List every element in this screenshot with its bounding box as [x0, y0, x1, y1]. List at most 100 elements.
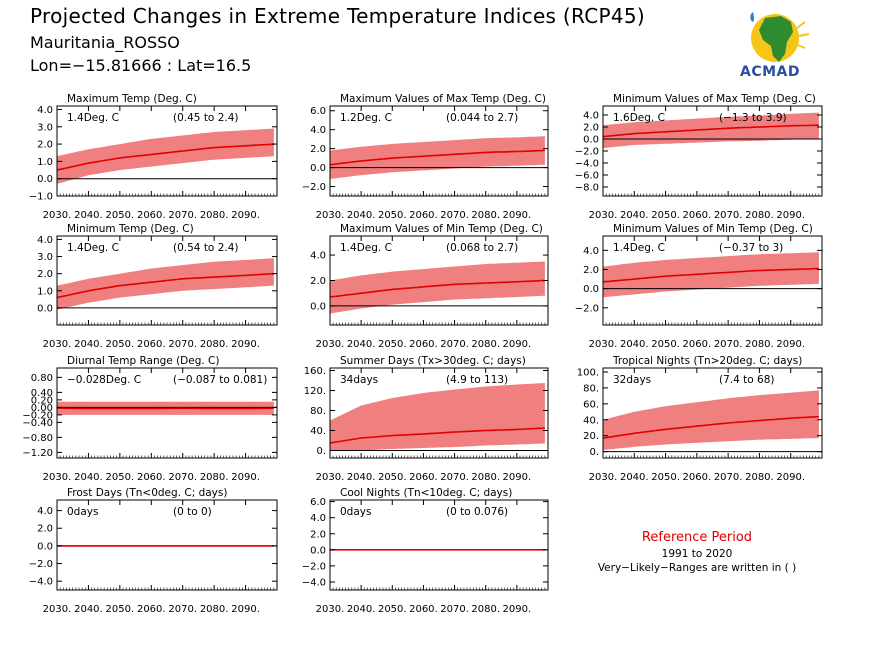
x-tick-label: 2080. — [745, 339, 774, 350]
y-tick-label: 0.0 — [310, 163, 326, 174]
change-label: 0days — [67, 506, 98, 518]
y-tick-label: 120. — [304, 386, 326, 397]
x-tick-label: 2050. — [651, 210, 680, 221]
change-label: 1.4Deg. C — [340, 242, 392, 254]
x-tick-label: 2070. — [168, 472, 197, 483]
x-tick-label: 2050. — [378, 210, 407, 221]
y-tick-label: 0.40 — [31, 388, 53, 399]
y-tick-label: 60. — [583, 399, 599, 410]
x-tick-label: 2030. — [589, 210, 618, 221]
x-tick-label: 2080. — [200, 210, 229, 221]
likely-range-band — [603, 252, 819, 298]
x-tick-label: 2080. — [200, 604, 229, 615]
y-tick-label: 20. — [583, 431, 599, 442]
chart-title: Cool Nights (Tn<10deg. C; days) — [340, 487, 512, 499]
x-tick-label: 2050. — [378, 604, 407, 615]
chart-panel: 0.0 2.0 4.0 2030. 2040. 2050. 2060. 2070. 2080. 2… — [310, 223, 549, 350]
y-tick-label: −4.0 — [575, 159, 599, 170]
chart-panel: −8.0−6.0−4.0−2.00.02.04.0 2030. 2040. 2050.… — [575, 93, 823, 221]
range-label: (0 to 0) — [173, 506, 212, 518]
legend-period: 1991 to 2020 — [661, 548, 733, 560]
y-tick-label: −0.40 — [22, 418, 53, 429]
x-tick-label: 2070. — [440, 210, 469, 221]
x-tick-label: 2060. — [137, 604, 166, 615]
y-tick-label: 40. — [310, 426, 326, 437]
x-tick-label: 2050. — [378, 472, 407, 483]
y-tick-label: 4.0 — [310, 513, 326, 524]
chart-title: Diurnal Temp Range (Deg. C) — [67, 355, 219, 367]
change-label: 1.4Deg. C — [67, 242, 119, 254]
x-tick-label: 2050. — [106, 472, 135, 483]
x-tick-label: 2040. — [347, 210, 376, 221]
chart-title: Frost Days (Tn<0deg. C; days) — [67, 487, 227, 499]
x-tick-label: 2070. — [168, 339, 197, 350]
station-coordinates: Lon=−15.81666 : Lat=16.5 — [30, 56, 252, 75]
y-tick-label: 0.0 — [37, 174, 53, 185]
y-tick-label: −0.20 — [22, 410, 53, 421]
water-drop-icon — [750, 12, 754, 22]
x-tick-label: 2090. — [503, 210, 532, 221]
y-tick-label: 0. — [316, 446, 326, 457]
x-tick-label: 2030. — [43, 210, 72, 221]
y-tick-label: −4.0 — [29, 577, 53, 588]
x-tick-label: 2090. — [231, 339, 260, 350]
y-tick-label: 0.0 — [310, 545, 326, 556]
x-tick-label: 2090. — [503, 472, 532, 483]
y-tick-label: 0.0 — [583, 135, 599, 146]
reference-legend: Reference Period 1991 to 2020 Very−Likel… — [592, 530, 802, 574]
ensemble-mean-line — [56, 143, 274, 171]
range-label: (−0.37 to 3) — [719, 242, 783, 254]
x-tick-label: 2080. — [745, 210, 774, 221]
y-tick-label: −0.80 — [22, 433, 53, 444]
x-tick-label: 2050. — [106, 339, 135, 350]
x-tick-label: 2070. — [168, 210, 197, 221]
range-label: (0.54 to 2.4) — [173, 242, 239, 254]
x-tick-label: 2030. — [43, 604, 72, 615]
chart-title: Maximum Temp (Deg. C) — [67, 93, 197, 105]
x-tick-label: 2030. — [589, 339, 618, 350]
y-tick-label: 0.0 — [37, 303, 53, 314]
x-tick-label: 2090. — [231, 604, 260, 615]
x-tick-label: 2060. — [137, 210, 166, 221]
x-tick-label: 2040. — [620, 339, 649, 350]
range-label: (−1.3 to 3.9) — [719, 112, 787, 124]
x-tick-label: 2070. — [440, 604, 469, 615]
chart-title: Minimum Values of Min Temp (Deg. C) — [613, 223, 813, 235]
x-tick-label: 2060. — [409, 472, 438, 483]
x-tick-label: 2030. — [43, 339, 72, 350]
y-tick-label: 2.0 — [37, 269, 53, 280]
ensemble-mean-line — [602, 415, 819, 439]
range-label: (0 to 0.076) — [446, 506, 508, 518]
x-tick-label: 2080. — [471, 604, 500, 615]
y-tick-label: 4.0 — [583, 111, 599, 122]
x-tick-label: 2030. — [43, 472, 72, 483]
x-tick-label: 2090. — [503, 339, 532, 350]
x-tick-label: 2040. — [74, 604, 103, 615]
y-tick-label: 0.0 — [310, 301, 326, 312]
y-tick-label: 2.0 — [37, 524, 53, 535]
ensemble-mean-line — [56, 272, 274, 299]
x-tick-label: 2070. — [168, 604, 197, 615]
chart-title: Minimum Values of Max Temp (Deg. C) — [613, 93, 816, 105]
sun-ray-icon — [794, 21, 810, 49]
chart-panel: 0. 40. 80. 120. 160. 2030. 2040. 2050. 2060. 2070… — [304, 355, 549, 483]
acmad-logo-text: ACMAD — [740, 64, 800, 80]
x-tick-label: 2080. — [745, 472, 774, 483]
chart-panel: −4.0 −2.0 0.0 2.0 4.0 2030. 2040. 2050. 2060. 207… — [29, 487, 278, 615]
x-tick-label: 2080. — [200, 339, 229, 350]
x-tick-label: 2040. — [620, 210, 649, 221]
change-label: 1.6Deg. C — [613, 112, 665, 124]
chart-panel: −2.0 0.0 2.0 4.0 6.0 2030. 2040. 2050. 2060. 2070… — [302, 93, 549, 221]
likely-range-band — [330, 261, 545, 314]
x-tick-label: 2030. — [589, 472, 618, 483]
y-tick-label: 80. — [310, 406, 326, 417]
chart-panel: −4.0 −2.0 0.0 2.0 4.0 6.0 2030. 2040. 2050. 2060.… — [302, 487, 549, 615]
africa-map-icon — [759, 16, 793, 62]
y-tick-label: 0.0 — [583, 284, 599, 295]
x-tick-label: 2090. — [776, 210, 805, 221]
y-tick-label: −6.0 — [575, 171, 599, 182]
change-label: 32days — [613, 374, 651, 386]
y-tick-label: 1.0 — [37, 286, 53, 297]
x-tick-label: 2050. — [106, 210, 135, 221]
